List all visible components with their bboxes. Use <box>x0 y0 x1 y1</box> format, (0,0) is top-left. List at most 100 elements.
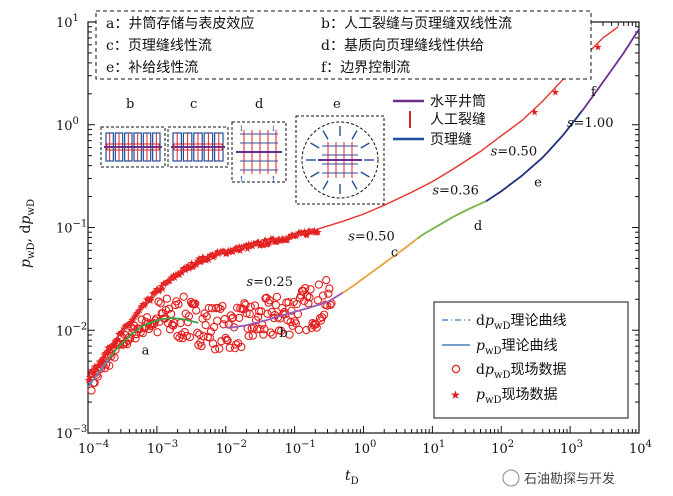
p-field-point: ★ <box>176 267 185 278</box>
p-field-point: ★ <box>215 248 224 259</box>
wellbore-box <box>173 143 223 151</box>
dp-field-point <box>260 325 269 334</box>
dp-field-point <box>185 332 195 342</box>
dp-theory-segment <box>485 110 584 203</box>
p-field-point: ★ <box>272 238 281 249</box>
p-field-point: ★ <box>309 227 318 238</box>
radial-arrow <box>322 130 329 140</box>
dp-field-point <box>235 313 244 323</box>
p-field-point: ★ <box>84 375 93 386</box>
dp-field-point <box>228 313 238 322</box>
slope-label: s=0.25 <box>246 275 293 290</box>
dp-field-point <box>268 330 277 339</box>
radial-arrow <box>310 171 320 178</box>
dp-field-point <box>164 304 174 313</box>
dp-field-point <box>96 364 106 373</box>
p-field-point: ★ <box>164 277 173 288</box>
dp-field-point <box>193 328 202 337</box>
dp-field-point <box>105 361 114 370</box>
regime-box-item-d: d：基质向页理缝线性供给 <box>321 37 484 54</box>
dp-theory-segment <box>581 28 640 112</box>
p-field-point: ★ <box>204 255 213 266</box>
p-field-point: ★ <box>236 246 245 257</box>
dp-field-point <box>325 284 334 293</box>
regime-box-item-f: f：边界控制流 <box>321 60 410 76</box>
p-field-point: ★ <box>243 244 252 255</box>
p-field-point: ★ <box>203 252 212 263</box>
p-field-point: ★ <box>224 246 233 257</box>
dp-field-point <box>223 336 232 345</box>
p-field-point: ★ <box>209 253 218 264</box>
p-field-point: ★ <box>89 368 98 379</box>
dp-field-point <box>192 306 201 315</box>
p-field-point: ★ <box>248 241 257 252</box>
schematic-c <box>167 126 229 168</box>
dp-field-point <box>313 296 322 305</box>
p-field-point: ★ <box>170 273 179 284</box>
p-field-point: ★ <box>530 107 539 118</box>
regime-box-item-b: b：人工裂缝与页理缝双线性流 <box>321 16 512 32</box>
dp-field-point <box>174 300 183 309</box>
p-field-point: ★ <box>95 357 104 368</box>
dp-field-point <box>219 320 228 329</box>
p-field-point: ★ <box>128 315 137 326</box>
p-field-point: ★ <box>293 230 302 241</box>
y-tick-label: 10−2 <box>56 321 87 339</box>
dp-field-point <box>265 296 274 305</box>
regime-label-a: a <box>142 344 150 359</box>
wellbore-box <box>106 143 160 151</box>
schematic-label-e: e <box>333 97 341 112</box>
dp-field-point <box>171 300 180 310</box>
schematic-d: ↓ ↓ ↑ ↑ <box>231 121 287 184</box>
p-field-point: ★ <box>113 335 122 346</box>
dp-field-point <box>154 297 163 306</box>
dp-field-point <box>225 343 234 352</box>
p-field-point: ★ <box>147 293 156 304</box>
p-field-point: ★ <box>123 320 132 331</box>
p-field-point: ★ <box>145 296 154 307</box>
dp-field-point <box>232 303 242 312</box>
p-field-point: ★ <box>93 363 102 374</box>
slope-label: s=0.50 <box>491 145 538 160</box>
p-field-point: ★ <box>301 230 310 241</box>
p-field-point: ★ <box>127 317 136 328</box>
dp-field-point <box>301 283 310 293</box>
p-field-point: ★ <box>314 227 323 238</box>
x-axis-label: tD <box>345 468 359 487</box>
regime-label-e: e <box>534 176 542 191</box>
dp-field-point <box>153 328 162 337</box>
p-field-point: ★ <box>220 247 229 258</box>
regime-label-f: f <box>591 85 597 100</box>
p-field-point: ★ <box>277 235 286 246</box>
p-field-point: ★ <box>284 232 293 243</box>
radial-arrow <box>360 171 370 178</box>
p-field-point: ★ <box>110 340 119 351</box>
dp-field-point <box>195 330 204 339</box>
y-tick-label: 100 <box>56 116 79 134</box>
watermark-text: 石油勘探与开发 <box>524 471 615 487</box>
x-tick-label: 104 <box>629 439 652 457</box>
p-field-point: ★ <box>307 227 316 238</box>
p-field-point: ★ <box>226 246 235 257</box>
dp-field-point <box>137 315 146 324</box>
p-field-point: ★ <box>174 269 183 280</box>
slope-label: s=0.50 <box>348 229 395 244</box>
p-field-point: ★ <box>188 262 197 273</box>
x-tick-label: 10−1 <box>285 439 316 457</box>
p-field-point: ★ <box>108 342 117 353</box>
main-legend: dpwD理论曲线 pwD理论曲线 dpwD现场数据 ★ pwD现场数据 <box>433 301 629 419</box>
radial-arrow <box>322 180 329 190</box>
y-tick-label: 10−1 <box>56 219 87 237</box>
p-field-point: ★ <box>197 257 206 268</box>
p-field-point: ★ <box>118 328 127 339</box>
dp-field-point <box>240 299 249 308</box>
p-field-point: ★ <box>185 264 194 275</box>
dp-field-point <box>285 330 294 339</box>
dp-field-point <box>302 325 311 335</box>
x-tick-label: 10−2 <box>216 439 247 457</box>
dp-field-point <box>319 310 329 319</box>
flow-regime-box: a：井筒存储与表皮效应 b：人工裂缝与页理缝双线性流 c：页理缝线性流 d：基质… <box>95 10 592 80</box>
x-tick-labels: 10−4 10−3 10−2 10−1 100 101 102 103 104 <box>78 439 652 457</box>
dp-field-point <box>207 304 217 313</box>
